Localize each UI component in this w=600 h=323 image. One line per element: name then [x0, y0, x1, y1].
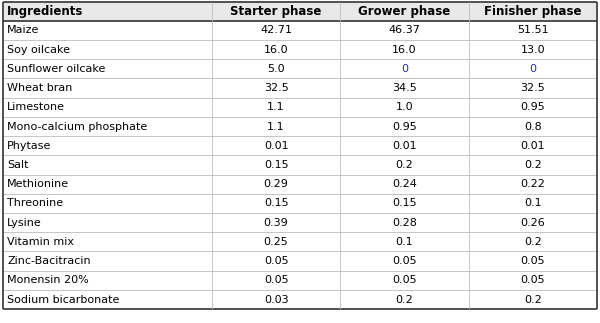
- Text: 0.2: 0.2: [524, 295, 542, 305]
- Text: 0.26: 0.26: [520, 218, 545, 228]
- Text: 0.05: 0.05: [264, 256, 289, 266]
- Bar: [3, 194, 597, 213]
- Text: 0.03: 0.03: [264, 295, 289, 305]
- Text: 5.0: 5.0: [268, 64, 285, 74]
- Text: Grower phase: Grower phase: [358, 5, 451, 18]
- Bar: [3, 251, 597, 271]
- Bar: [3, 271, 597, 290]
- Text: 32.5: 32.5: [264, 83, 289, 93]
- Bar: [3, 136, 597, 155]
- Text: Methionine: Methionine: [7, 179, 70, 189]
- Text: 34.5: 34.5: [392, 83, 417, 93]
- Bar: [3, 155, 597, 174]
- Text: 0: 0: [401, 64, 408, 74]
- Text: 0.28: 0.28: [392, 218, 417, 228]
- Text: 0.15: 0.15: [264, 198, 289, 208]
- Bar: [3, 59, 597, 78]
- Bar: [3, 232, 597, 251]
- Text: Maize: Maize: [7, 26, 40, 36]
- Text: Wheat bran: Wheat bran: [7, 83, 73, 93]
- Text: 13.0: 13.0: [521, 45, 545, 55]
- Text: 0.24: 0.24: [392, 179, 417, 189]
- Text: 0.01: 0.01: [392, 141, 417, 151]
- Bar: [3, 40, 597, 59]
- Text: 0: 0: [529, 64, 536, 74]
- Text: Zinc-Bacitracin: Zinc-Bacitracin: [7, 256, 91, 266]
- Bar: [3, 117, 597, 136]
- Text: 51.51: 51.51: [517, 26, 548, 36]
- Bar: [3, 98, 597, 117]
- Text: 0.01: 0.01: [264, 141, 289, 151]
- Text: 0.25: 0.25: [264, 237, 289, 247]
- Text: 0.2: 0.2: [524, 160, 542, 170]
- Text: 0.05: 0.05: [521, 275, 545, 285]
- Text: Sodium bicarbonate: Sodium bicarbonate: [7, 295, 119, 305]
- Text: 0.1: 0.1: [524, 198, 542, 208]
- Bar: [3, 174, 597, 194]
- Text: 16.0: 16.0: [264, 45, 289, 55]
- Text: Soy oilcake: Soy oilcake: [7, 45, 70, 55]
- Bar: [3, 2, 597, 21]
- Text: 0.22: 0.22: [520, 179, 545, 189]
- Bar: [3, 213, 597, 232]
- Text: 0.05: 0.05: [521, 256, 545, 266]
- Text: 0.2: 0.2: [395, 295, 413, 305]
- Text: 0.29: 0.29: [263, 179, 289, 189]
- Bar: [3, 290, 597, 309]
- Text: 0.05: 0.05: [392, 275, 417, 285]
- Text: Monensin 20%: Monensin 20%: [7, 275, 89, 285]
- Text: Salt: Salt: [7, 160, 29, 170]
- Text: Limestone: Limestone: [7, 102, 65, 112]
- Text: Phytase: Phytase: [7, 141, 52, 151]
- Text: 0.95: 0.95: [520, 102, 545, 112]
- Text: 0.2: 0.2: [395, 160, 413, 170]
- Text: 0.1: 0.1: [395, 237, 413, 247]
- Text: 0.05: 0.05: [392, 256, 417, 266]
- Text: 16.0: 16.0: [392, 45, 417, 55]
- Bar: [3, 78, 597, 98]
- Text: Threonine: Threonine: [7, 198, 64, 208]
- Text: 0.8: 0.8: [524, 121, 542, 131]
- Text: 1.1: 1.1: [268, 121, 285, 131]
- Text: 1.1: 1.1: [268, 102, 285, 112]
- Text: 0.2: 0.2: [524, 237, 542, 247]
- Text: Finisher phase: Finisher phase: [484, 5, 581, 18]
- Text: 0.95: 0.95: [392, 121, 417, 131]
- Text: Vitamin mix: Vitamin mix: [7, 237, 74, 247]
- Text: Mono-calcium phosphate: Mono-calcium phosphate: [7, 121, 148, 131]
- Text: Starter phase: Starter phase: [230, 5, 322, 18]
- Text: 0.15: 0.15: [392, 198, 417, 208]
- Text: 32.5: 32.5: [520, 83, 545, 93]
- Text: 42.71: 42.71: [260, 26, 292, 36]
- Text: 1.0: 1.0: [395, 102, 413, 112]
- Text: Lysine: Lysine: [7, 218, 42, 228]
- Text: 46.37: 46.37: [389, 26, 421, 36]
- Text: 0.01: 0.01: [521, 141, 545, 151]
- Text: 0.39: 0.39: [264, 218, 289, 228]
- Text: Sunflower oilcake: Sunflower oilcake: [7, 64, 106, 74]
- Text: 0.15: 0.15: [264, 160, 289, 170]
- Text: 0.05: 0.05: [264, 275, 289, 285]
- Text: Ingredients: Ingredients: [7, 5, 83, 18]
- Bar: [3, 21, 597, 40]
